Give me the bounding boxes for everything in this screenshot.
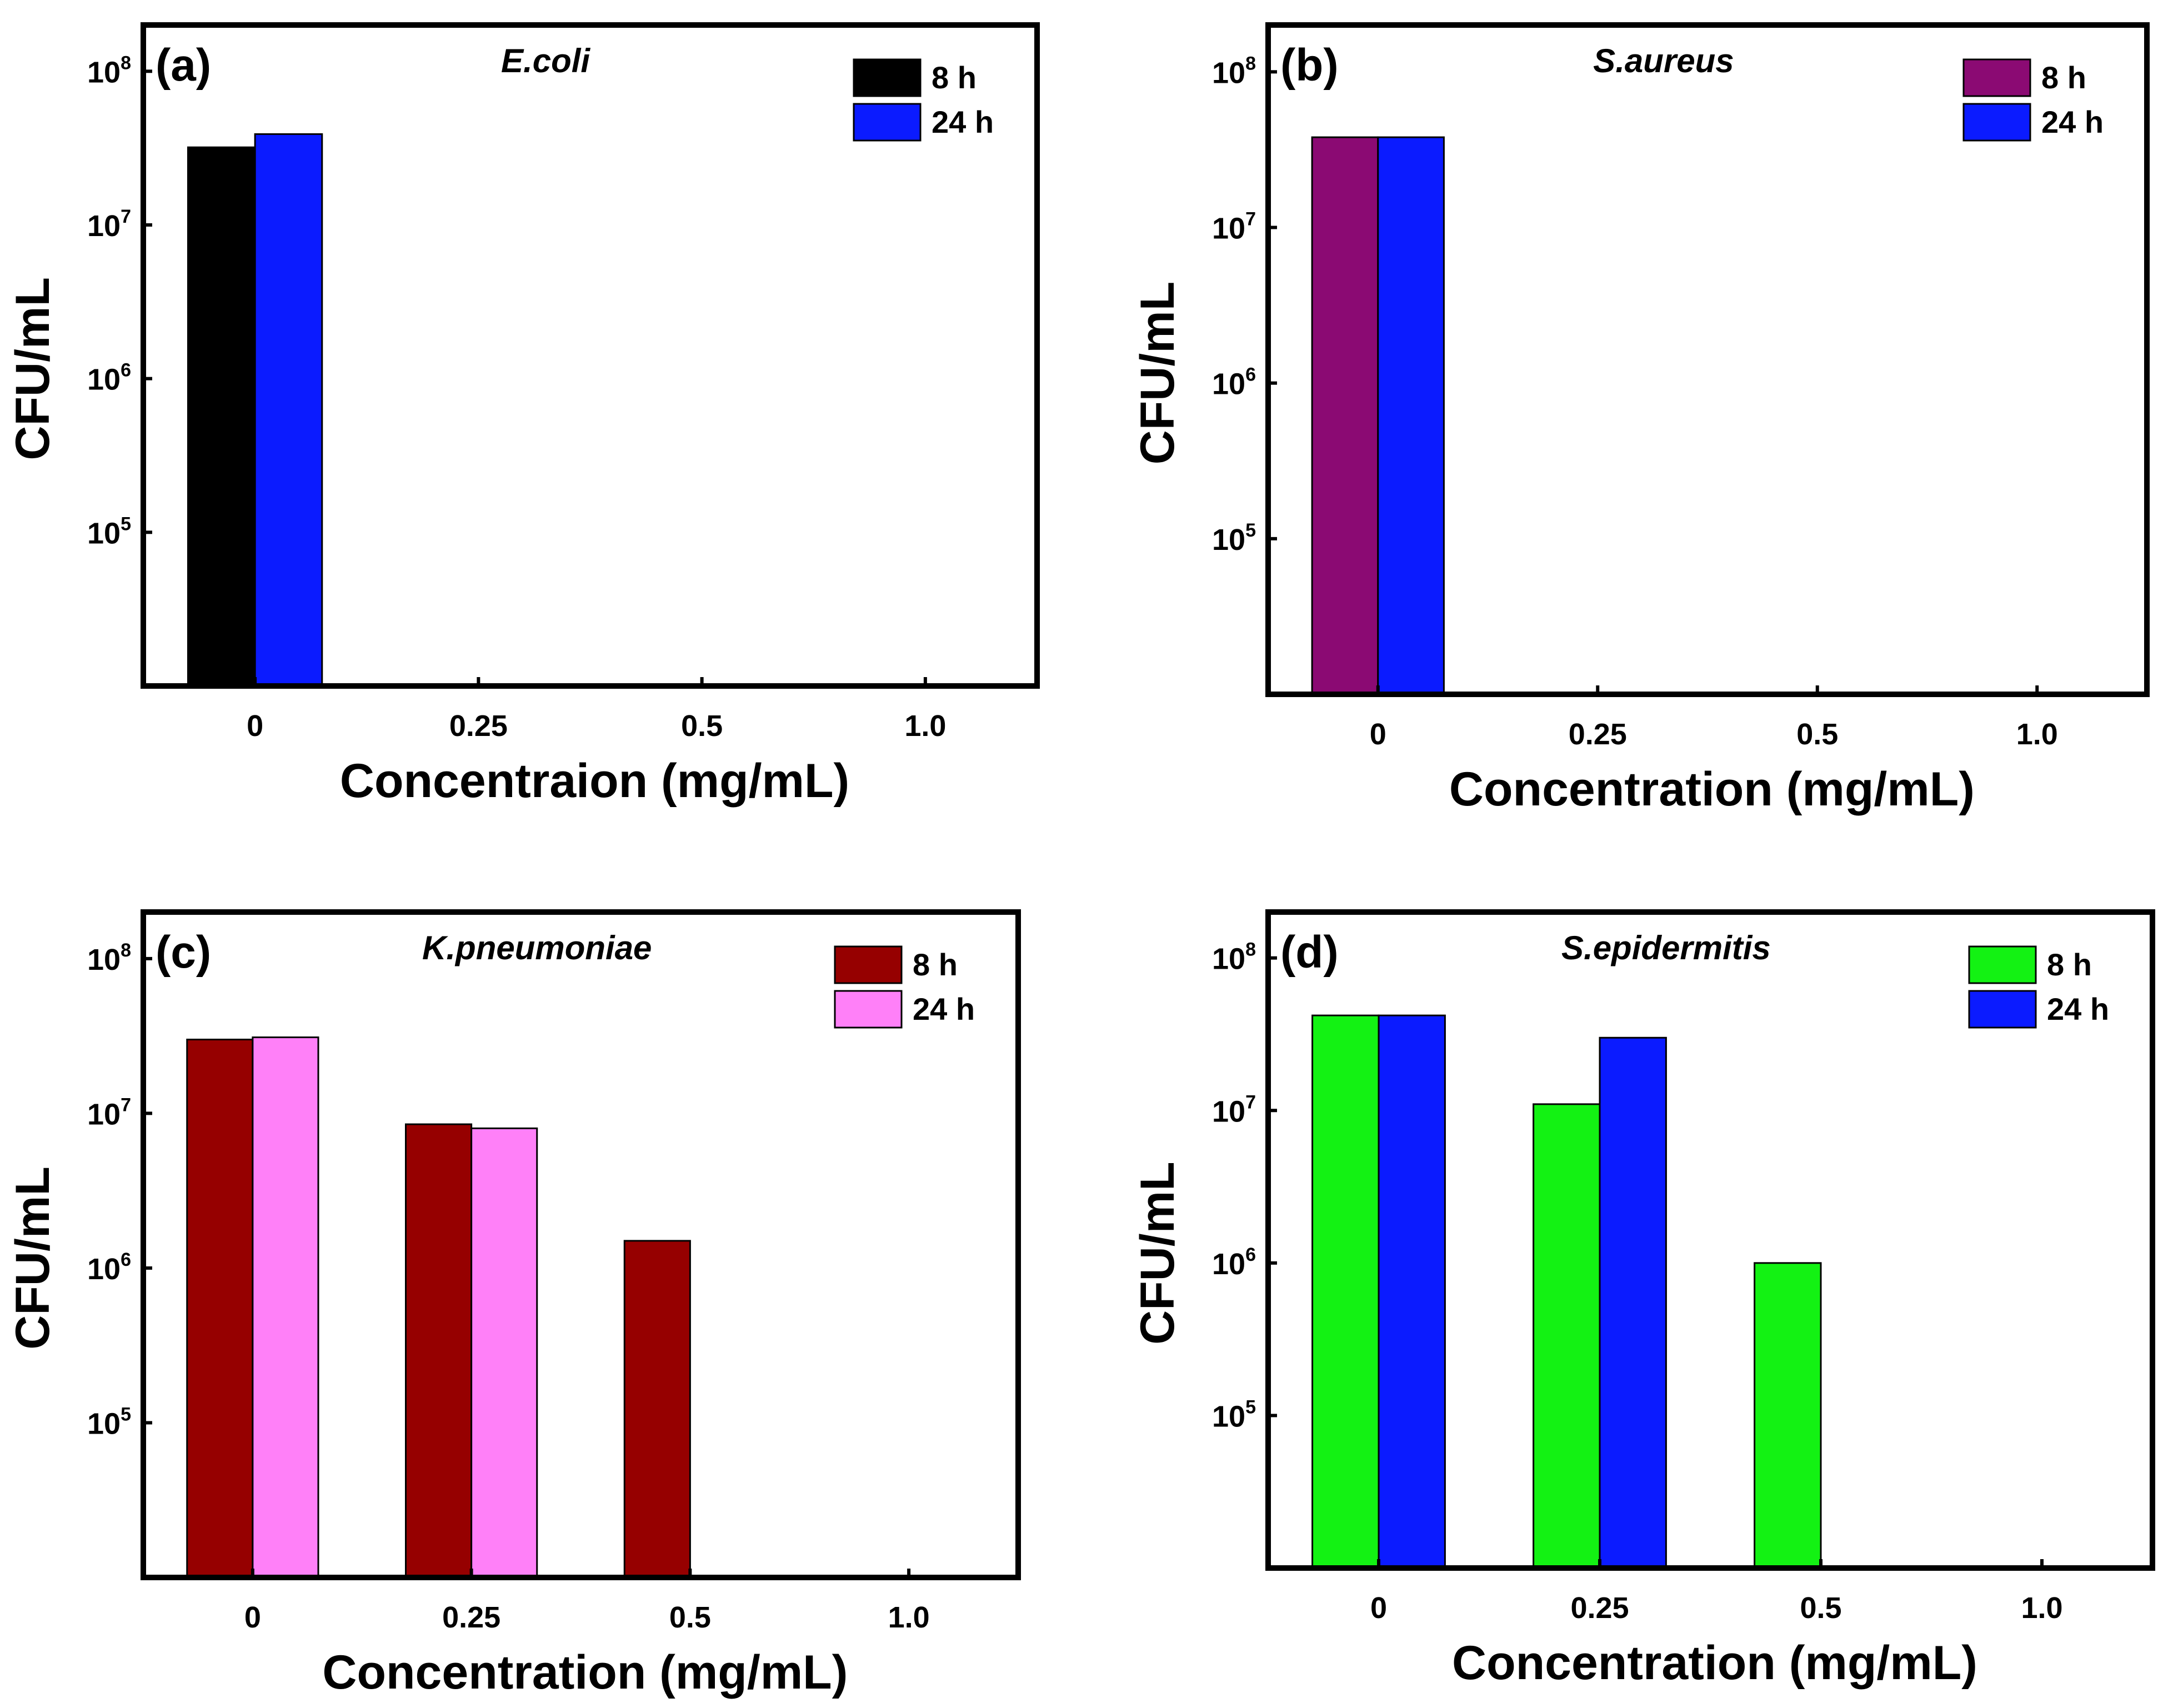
- legend-label: 24 h: [2047, 991, 2109, 1026]
- panel-label: (b): [1280, 40, 1339, 91]
- x-tick-label: 0: [1370, 718, 1386, 751]
- bar-8h-0: [186, 1039, 254, 1579]
- x-tick-label: 1.0: [2016, 718, 2058, 751]
- y-tick-label: 108: [87, 940, 131, 976]
- legend-swatch: [1968, 945, 2037, 984]
- plot-frame: [141, 909, 1021, 1580]
- plot-frame: [1265, 22, 2150, 697]
- legend-swatch: [853, 58, 922, 97]
- bar-8h-0: [1311, 1014, 1380, 1569]
- x-tick-label: 0.25: [449, 709, 508, 743]
- panel-label: (c): [156, 927, 211, 978]
- legend-swatch: [834, 945, 903, 984]
- bar-24h-0: [254, 133, 323, 687]
- y-tick-label: 107: [1212, 1091, 1256, 1128]
- x-tick-label: 0.5: [1796, 718, 1838, 751]
- panel-saureus: 105 106 107 108 0 0.25 0.5 1.0 Concentration (mg…: [1083, 0, 2168, 855]
- chart-title: S.epidermitis: [1561, 929, 1771, 966]
- x-axis-label: Concentration (mg/mL): [1452, 1636, 1977, 1690]
- legend-swatch: [853, 103, 922, 142]
- legend-label: 8 h: [2047, 947, 2092, 982]
- panel-kpneumoniae: 105 106 107 108 0 0.25 0.5 1.0 Concentration (mg…: [0, 855, 1083, 1708]
- y-tick-label: 108: [87, 52, 131, 89]
- legend-label: 8 h: [932, 60, 977, 95]
- x-tick-label: 0.5: [681, 709, 723, 743]
- y-tick-label: 107: [1212, 209, 1256, 246]
- x-tick-label: 1.0: [2021, 1591, 2062, 1625]
- chart-svg: 105 106 107 108 0 0.25 0.5 1.0 Concentration (mg…: [1131, 909, 2155, 1690]
- x-tick-label: 0.25: [1569, 718, 1627, 751]
- y-axis-label: CFU/mL: [1131, 282, 1184, 465]
- y-tick-label: 106: [87, 1249, 131, 1286]
- bar-24h-0: [1378, 1014, 1446, 1569]
- legend-label: 24 h: [2041, 104, 2104, 139]
- x-axis-label: Concentration (mg/mL): [1449, 763, 1975, 816]
- x-tick-label: 1.0: [904, 709, 946, 743]
- panel-sepidermitis: 105 106 107 108 0 0.25 0.5 1.0 Concentration (mg…: [1083, 855, 2168, 1708]
- x-tick-label: 0: [244, 1601, 261, 1634]
- bar-8h-0.25: [1533, 1103, 1601, 1569]
- y-tick-label: 106: [1212, 364, 1256, 401]
- x-tick-label: 0.25: [442, 1601, 500, 1634]
- chart-svg: 105 106 107 108 0 0.25 0.5 1.0 Concentration (mg…: [6, 909, 1021, 1699]
- bar-24h-0.25: [470, 1127, 538, 1579]
- plot-frame: [141, 22, 1040, 689]
- chart-title: S.aureus: [1593, 42, 1734, 79]
- x-axis-label: Concentration (mg/mL): [322, 1646, 848, 1699]
- x-tick-label: 0.5: [1800, 1591, 1841, 1625]
- bar-8h-0: [187, 146, 256, 687]
- bar-8h-0: [1311, 136, 1379, 695]
- plot-frame: [1265, 909, 2155, 1571]
- panel-label: (a): [156, 40, 211, 91]
- bar-8h-0.5: [1754, 1262, 1822, 1569]
- y-axis-label: CFU/mL: [6, 1166, 59, 1350]
- legend-swatch: [834, 990, 903, 1029]
- chart-title: E.coli: [501, 42, 590, 79]
- y-tick-label: 106: [1212, 1244, 1256, 1281]
- legend-swatch: [1968, 990, 2037, 1029]
- y-tick-label: 105: [87, 513, 131, 550]
- legend-label: 24 h: [913, 991, 975, 1026]
- legend-swatch: [1962, 58, 2031, 97]
- y-tick-label: 105: [87, 1404, 131, 1440]
- chart-svg: 105 106 107 108 0 0.25 0.5 1.0 Concentraion (mg/…: [6, 22, 1040, 808]
- legend-label: 8 h: [2041, 60, 2086, 95]
- chart-svg: 105 106 107 108 0 0.25 0.5 1.0 Concentration (mg…: [1131, 22, 2150, 816]
- x-tick-label: 1.0: [888, 1601, 930, 1634]
- bar-24h-0: [1377, 136, 1445, 695]
- panel-ecoli: 105 106 107 108 0 0.25 0.5 1.0 Concentraion (mg/…: [0, 0, 1083, 855]
- x-tick-label: 0.25: [1570, 1591, 1629, 1625]
- y-tick-label: 107: [87, 206, 131, 243]
- y-tick-label: 105: [1212, 520, 1256, 557]
- y-tick-label: 107: [87, 1094, 131, 1131]
- legend-label: 8 h: [913, 947, 958, 982]
- bar-8h-0.5: [623, 1240, 691, 1579]
- chart-title: K.pneumoniae: [422, 929, 652, 966]
- legend-label: 24 h: [932, 104, 994, 139]
- panel-label: (d): [1280, 927, 1339, 978]
- x-tick-label: 0: [1370, 1591, 1387, 1625]
- legend-swatch: [1962, 103, 2031, 142]
- y-tick-label: 108: [1212, 53, 1256, 89]
- x-tick-label: 0: [247, 709, 263, 743]
- y-axis-label: CFU/mL: [6, 277, 59, 460]
- bar-8h-0.25: [405, 1123, 473, 1579]
- bar-24h-0.25: [1599, 1036, 1667, 1569]
- y-tick-label: 105: [1212, 1396, 1256, 1433]
- x-axis-label: Concentraion (mg/mL): [340, 754, 849, 808]
- x-tick-label: 0.5: [669, 1601, 711, 1634]
- y-tick-label: 108: [1212, 939, 1256, 976]
- y-tick-label: 106: [87, 360, 131, 397]
- y-axis-label: CFU/mL: [1131, 1161, 1184, 1345]
- bar-24h-0: [252, 1036, 319, 1579]
